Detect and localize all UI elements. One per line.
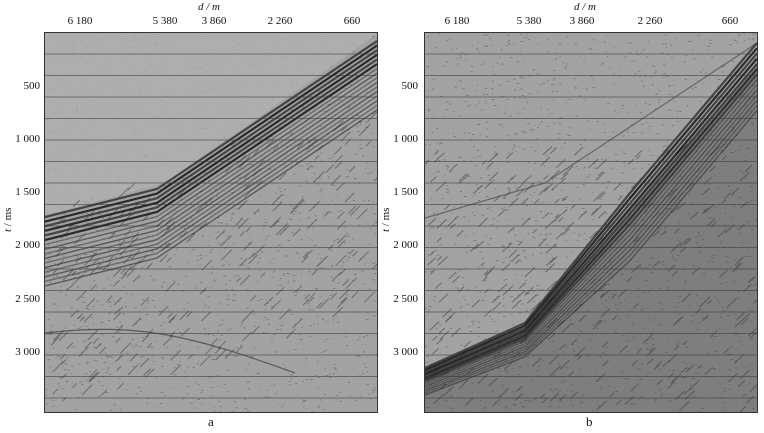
scattered-energy (425, 143, 757, 412)
y-tick: 500 (23, 80, 41, 92)
x-tick: 6 180 (67, 15, 93, 27)
x-tick: 5 380 (152, 15, 178, 27)
first-arrival-wavetrain (45, 91, 377, 269)
strong-steep-event (425, 68, 757, 380)
secondary-event (45, 328, 296, 374)
y-tick: 2 500 (393, 293, 418, 305)
panel-a: d / m 6 180 5 380 3 860 2 260 660 500 1 … (0, 0, 380, 433)
strong-steep-event (425, 104, 757, 394)
first-arrival-wavetrain (45, 95, 377, 273)
first-arrival-wavetrain (45, 100, 377, 278)
time-grid-lines (45, 53, 377, 399)
x-axis-label: d / m (198, 1, 220, 13)
strong-steep-event (425, 94, 757, 390)
y-tick: 500 (401, 80, 419, 92)
x-tick: 2 260 (267, 15, 293, 27)
y-tick: 1 500 (15, 186, 40, 198)
first-arrival-wavetrain (45, 63, 377, 242)
x-tick: 660 (343, 15, 361, 27)
time-grid-lines (425, 53, 757, 399)
x-tick: 2 260 (637, 15, 663, 27)
seismic-section-b (424, 32, 758, 413)
first-arrival-wavetrain (45, 40, 377, 219)
strong-steep-event (425, 78, 757, 384)
y-tick: 1 000 (393, 133, 418, 145)
x-axis-label: d / m (574, 1, 596, 13)
first-arrival-wavetrain (45, 81, 377, 260)
y-tick: 3 000 (15, 346, 40, 358)
panel-b: d / m 6 180 5 380 3 860 2 260 660 500 1 … (378, 0, 758, 433)
x-tick: 6 180 (444, 15, 470, 27)
first-arrival-wavetrain (45, 53, 377, 232)
y-tick: 1 500 (393, 186, 418, 198)
strong-steep-event (425, 89, 757, 388)
first-arrival-wavetrain (45, 68, 377, 246)
x-tick: 3 860 (201, 15, 227, 27)
first-arrival-wavetrain (45, 109, 377, 287)
seismic-section-a (44, 32, 378, 413)
strong-steep-event (425, 42, 757, 370)
first-arrival-wavetrain (45, 49, 377, 228)
y-tick: 2 000 (393, 239, 418, 251)
y-tick: 3 000 (393, 346, 418, 358)
energetic-zone (425, 63, 757, 412)
y-tick: 1 000 (15, 133, 40, 145)
y-tick: 2 000 (15, 239, 40, 251)
first-arrival-wavetrain (45, 104, 377, 283)
panel-caption: a (208, 414, 214, 429)
first-arrival-wavetrain (45, 44, 377, 223)
first-arrival-wavetrain (45, 72, 377, 250)
y-tick: 2 500 (15, 293, 40, 305)
strong-steep-event (425, 110, 757, 396)
x-tick: 5 380 (516, 15, 542, 27)
panel-caption: b (586, 414, 593, 429)
strong-steep-event (425, 52, 757, 374)
x-tick: 3 860 (569, 15, 595, 27)
strong-steep-event (425, 99, 757, 392)
strong-steep-event (425, 84, 757, 386)
y-axis-label: t / ms (380, 207, 392, 232)
x-tick: 660 (721, 15, 739, 27)
strong-steep-event (425, 73, 757, 382)
first-arrival-wavetrain (45, 86, 377, 264)
strong-steep-event (425, 47, 757, 372)
pre-arrival-zone (45, 33, 377, 215)
strong-steep-event (425, 57, 757, 376)
y-axis-label: t / ms (2, 207, 14, 232)
